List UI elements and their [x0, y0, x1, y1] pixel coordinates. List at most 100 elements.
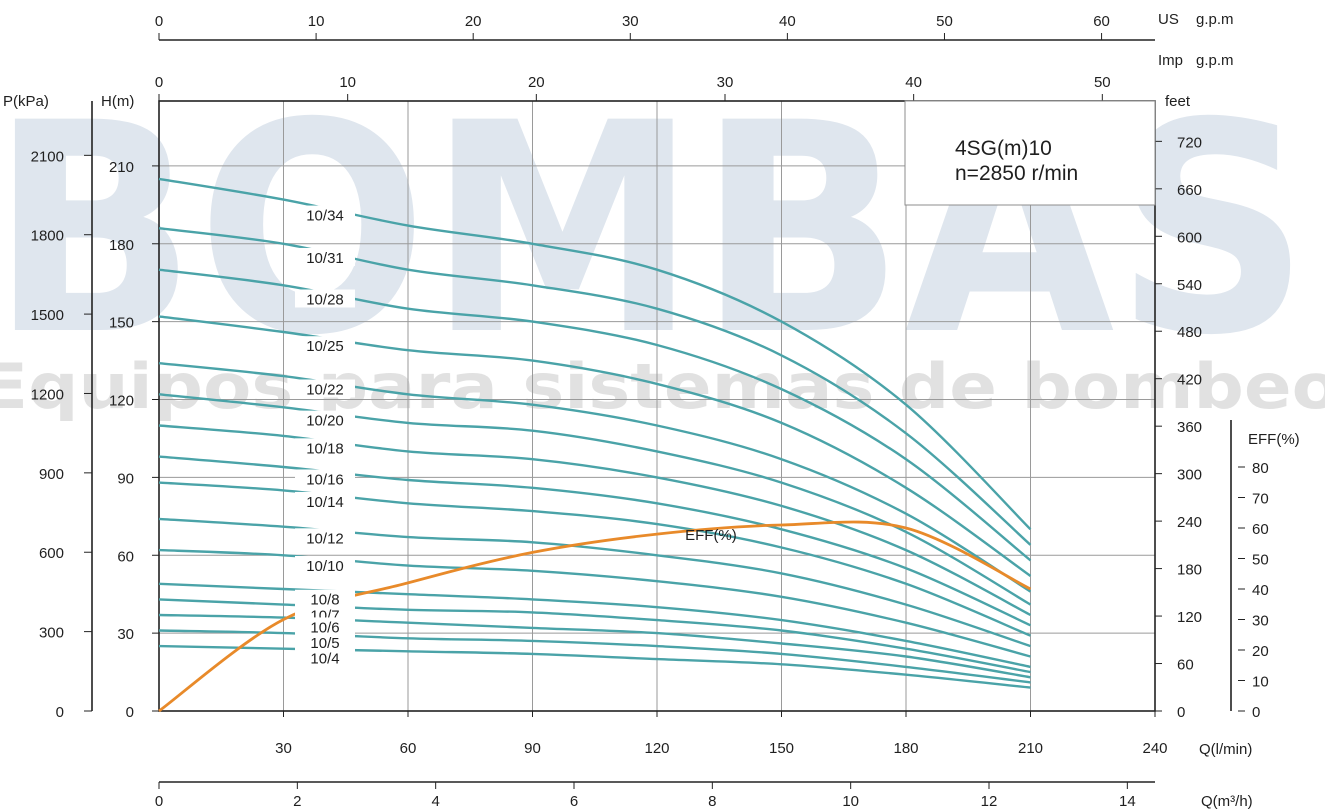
curve-label-10-22: 10/22 [306, 381, 344, 398]
feet-tick-label: 60 [1177, 657, 1194, 674]
us-gpm-label: US [1158, 11, 1179, 28]
feet-tick-label: 660 [1177, 182, 1202, 199]
x-tick-label: 180 [893, 740, 918, 757]
head-tick-label: 90 [117, 470, 134, 487]
head-curve-10-28 [158, 268, 1032, 562]
curve-label-10-12: 10/12 [306, 530, 344, 547]
head-tick-label: 210 [109, 159, 134, 176]
curve-label-10-18: 10/18 [306, 440, 344, 457]
curve-label-bg [295, 632, 355, 651]
feet-tick-label: 540 [1177, 277, 1202, 294]
curve-label-bg [295, 438, 355, 457]
us-gpm-unit: g.p.m [1196, 11, 1234, 28]
efficiency-curve-label: EFF(%) [685, 527, 737, 544]
curve-label-bg [295, 205, 355, 224]
curve-label-bg [295, 336, 355, 355]
head-curve-10-8 [158, 582, 1031, 669]
pressure-tick-label: 1200 [31, 386, 64, 403]
eff-tick-label: 80 [1252, 460, 1269, 477]
pressure-tick-label: 300 [39, 625, 64, 642]
head-curve-10-22 [158, 362, 1032, 593]
x-tick-label: 90 [524, 740, 541, 757]
feet-tick-label: 300 [1177, 467, 1202, 484]
curve-label-bg [295, 410, 355, 429]
curve-label-bg [295, 491, 355, 510]
pressure-tick-label: 600 [39, 545, 64, 562]
feet-tick-label: 180 [1177, 562, 1202, 579]
imp-gpm-tick-label: 10 [339, 74, 356, 91]
curve-label-bg [295, 617, 355, 636]
curve-label-bg [295, 379, 355, 398]
m3h-tick-label: 6 [570, 793, 578, 810]
eff-tick-label: 50 [1252, 552, 1269, 569]
x-tick-label: 240 [1142, 740, 1167, 757]
m3h-tick-label: 10 [842, 793, 859, 810]
head-curve-10-18 [158, 424, 1032, 617]
curve-label-bg [295, 648, 355, 667]
x-axis-label: Q(l/min) [1199, 741, 1252, 758]
us-gpm-tick-label: 0 [155, 13, 163, 30]
feet-tick-label: 120 [1177, 609, 1202, 626]
m3h-tick-label: 8 [708, 793, 716, 810]
chart-axes [84, 33, 1245, 789]
eff-tick-label: 30 [1252, 613, 1269, 630]
eff-tick-label: 0 [1252, 704, 1260, 721]
pressure-tick-label: 1800 [31, 228, 64, 245]
m3h-tick-label: 4 [431, 793, 439, 810]
curve-label-10-34: 10/34 [306, 208, 344, 225]
eff-tick-label: 70 [1252, 491, 1269, 508]
m3h-tick-label: 0 [155, 793, 163, 810]
eff-tick-label: 40 [1252, 582, 1269, 599]
us-gpm-tick-label: 50 [936, 13, 953, 30]
head-curve-10-25 [158, 315, 1032, 577]
head-tick-label: 180 [109, 237, 134, 254]
curve-label-10-25: 10/25 [306, 338, 344, 355]
head-axis-label: H(m) [101, 93, 134, 110]
curve-label-10-14: 10/14 [306, 494, 344, 511]
x-tick-label: 120 [644, 740, 669, 757]
us-gpm-tick-label: 30 [622, 13, 639, 30]
curve-label-bg [295, 247, 355, 266]
curve-label-bg [295, 528, 355, 547]
pressure-tick-label: 1500 [31, 307, 64, 324]
curve-label-bg [295, 589, 355, 608]
head-tick-label: 0 [126, 704, 134, 721]
curve-label-10-8: 10/8 [310, 592, 339, 609]
head-curve-10-31 [158, 227, 1032, 546]
feet-tick-label: 240 [1177, 514, 1202, 531]
feet-tick-label: 720 [1177, 134, 1202, 151]
pressure-tick-label: 0 [56, 704, 64, 721]
curve-label-bg [295, 555, 355, 574]
head-tick-label: 60 [117, 548, 134, 565]
head-curve-10-20 [158, 393, 1032, 606]
feet-tick-label: 0 [1177, 704, 1185, 721]
curve-label-10-10: 10/10 [306, 558, 344, 575]
head-curve-10-7 [158, 598, 1031, 674]
imp-gpm-tick-label: 30 [717, 74, 734, 91]
chart-title: 4SG(m)10 [955, 137, 1052, 160]
imp-gpm-tick-label: 20 [528, 74, 545, 91]
imp-gpm-tick-label: 40 [905, 74, 922, 91]
m3h-tick-label: 14 [1119, 793, 1136, 810]
eff-tick-label: 20 [1252, 643, 1269, 660]
eff-tick-label: 10 [1252, 674, 1269, 691]
eff-tick-label: 60 [1252, 521, 1269, 538]
feet-tick-label: 480 [1177, 324, 1202, 341]
pressure-tick-label: 900 [39, 466, 64, 483]
curve-label-bg [295, 469, 355, 488]
pressure-tick-label: 2100 [31, 148, 64, 165]
x-tick-label: 150 [769, 740, 794, 757]
curve-label-bg [295, 289, 355, 308]
chart-subtitle: n=2850 r/min [955, 162, 1078, 185]
head-tick-label: 120 [109, 393, 134, 410]
m3h-axis-label: Q(m³/h) [1201, 793, 1253, 810]
curve-label-10-6: 10/6 [310, 619, 339, 636]
imp-gpm-tick-label: 50 [1094, 74, 1111, 91]
chart-title-box: 4SG(m)10 n=2850 r/min [904, 100, 1156, 206]
curve-label-10-16: 10/16 [306, 471, 344, 488]
us-gpm-tick-label: 40 [779, 13, 796, 30]
x-tick-label: 30 [275, 740, 292, 757]
feet-tick-label: 420 [1177, 372, 1202, 389]
tick-labels: 30 60 90 120 150 180 210 240 Q(l/min) 0 2 4 6 8 10 12 14… [3, 11, 1300, 810]
